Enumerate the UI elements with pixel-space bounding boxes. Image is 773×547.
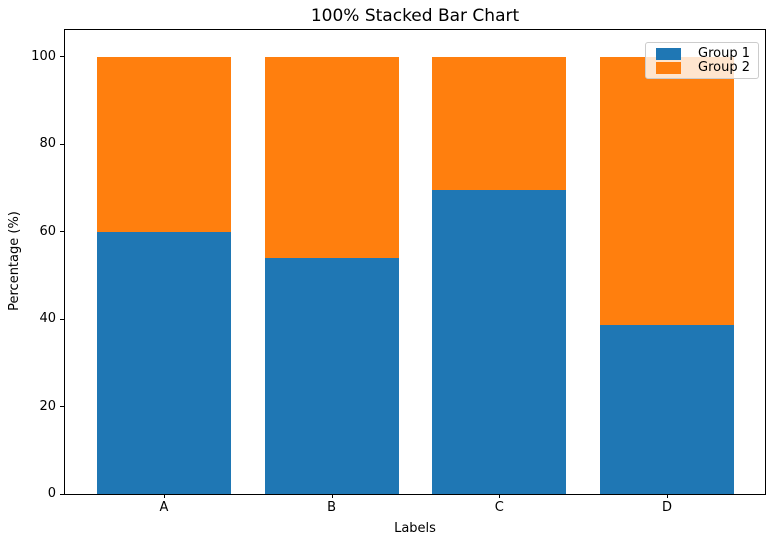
y-tick-label-60: 60 xyxy=(39,223,56,239)
x-axis-label: Labels xyxy=(394,521,436,536)
legend-swatch-icon xyxy=(656,48,681,60)
y-tick-label-40: 40 xyxy=(39,311,56,326)
legend: Group 1 Group 2 xyxy=(645,42,759,79)
y-tick-100 xyxy=(60,56,64,57)
x-tick-A xyxy=(163,494,165,498)
bar-A-group-1 xyxy=(96,231,231,494)
x-tick-label-B: B xyxy=(327,500,337,515)
x-tick-label-C: C xyxy=(494,500,504,515)
y-tick-40 xyxy=(60,318,64,320)
bar-A-group-2 xyxy=(96,56,231,232)
bar-D-group-2 xyxy=(600,56,734,325)
y-tick-80 xyxy=(60,143,64,145)
y-tick-0 xyxy=(60,493,64,495)
bar-B-group-2 xyxy=(264,56,399,259)
y-tick-20 xyxy=(60,406,64,407)
bar-B-group-1 xyxy=(264,258,399,494)
bar-C-group-1 xyxy=(432,190,567,494)
legend-item-group-2: Group 2 xyxy=(656,61,758,75)
y-tick-label-80: 80 xyxy=(39,136,56,151)
y-tick-label-100: 100 xyxy=(31,48,56,64)
y-tick-60 xyxy=(60,231,64,232)
x-tick-C xyxy=(499,494,501,498)
x-tick-B xyxy=(331,494,333,498)
plot-area xyxy=(64,29,766,495)
x-tick-label-D: D xyxy=(661,500,672,515)
y-tick-label-0: 0 xyxy=(47,486,56,501)
legend-item-group-1: Group 1 xyxy=(656,47,758,61)
chart-title: 100% Stacked Bar Chart xyxy=(310,6,520,26)
legend-label: Group 1 xyxy=(698,46,750,61)
legend-label: Group 2 xyxy=(698,60,750,75)
y-tick-label-20: 20 xyxy=(39,398,56,414)
x-tick-label-A: A xyxy=(159,500,169,515)
bar-D-group-1 xyxy=(600,324,734,494)
bar-C-group-2 xyxy=(432,56,567,191)
x-tick-D xyxy=(667,494,668,498)
legend-swatch-icon xyxy=(656,62,681,74)
